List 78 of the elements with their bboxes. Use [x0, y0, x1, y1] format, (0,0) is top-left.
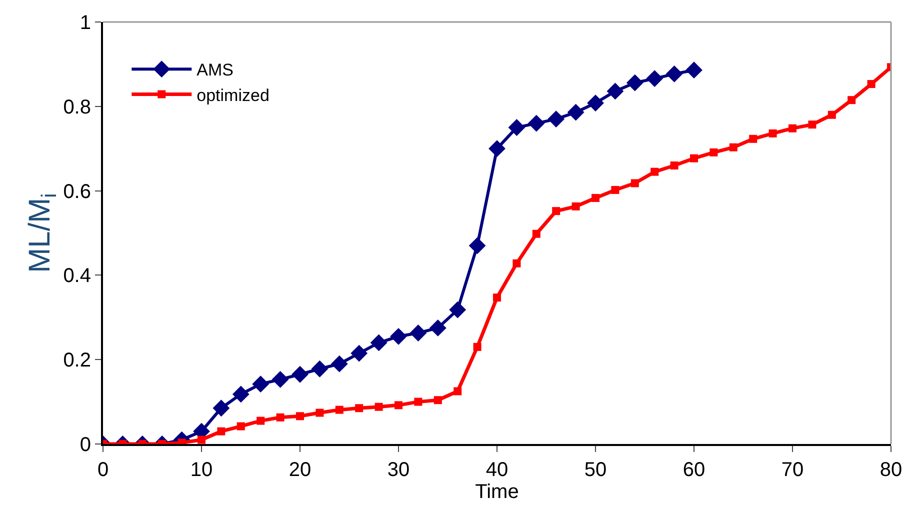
x-tick-label: 0 — [97, 459, 109, 481]
point — [493, 294, 501, 302]
point — [434, 396, 442, 404]
point — [686, 62, 702, 79]
point — [296, 412, 304, 420]
point — [867, 80, 876, 88]
point — [690, 154, 698, 162]
y-tick-label: 0.6 — [63, 180, 91, 203]
point — [630, 179, 639, 188]
point — [390, 328, 407, 345]
point — [749, 134, 758, 143]
point — [508, 119, 526, 136]
point — [670, 161, 678, 170]
point — [330, 355, 348, 372]
point — [552, 207, 560, 216]
y-tick-label: 0 — [80, 434, 91, 456]
point — [710, 148, 718, 156]
point — [335, 406, 344, 414]
point — [394, 401, 402, 410]
legend-label: AMS — [196, 60, 234, 80]
x-tick-label: 70 — [781, 459, 804, 481]
point — [587, 94, 604, 112]
point — [449, 301, 466, 318]
point — [454, 387, 462, 396]
point — [374, 402, 383, 411]
point — [606, 82, 624, 100]
point — [611, 186, 620, 194]
point — [370, 334, 388, 352]
point — [468, 237, 486, 254]
point — [350, 344, 368, 362]
point — [292, 366, 308, 383]
point — [848, 96, 856, 104]
point — [512, 259, 521, 268]
point — [548, 110, 565, 128]
point — [666, 65, 683, 82]
point — [567, 104, 584, 121]
y-tick-label: 0.8 — [63, 96, 91, 118]
point — [528, 114, 545, 132]
point — [788, 124, 796, 132]
point — [236, 422, 245, 430]
point — [626, 74, 644, 92]
x-tick-label: 20 — [288, 459, 312, 481]
point — [217, 427, 226, 436]
point — [272, 370, 289, 388]
point — [828, 110, 836, 119]
point — [256, 416, 265, 425]
legend-label: optimized — [196, 86, 270, 105]
point — [729, 143, 738, 152]
point — [592, 194, 600, 202]
point — [572, 202, 580, 210]
point — [768, 129, 777, 138]
point — [198, 436, 206, 444]
point — [808, 120, 816, 129]
x-tick-label: 50 — [584, 459, 607, 481]
point — [316, 408, 324, 417]
x-tick-label: 10 — [190, 459, 213, 481]
x-axis-title: Time — [475, 481, 519, 503]
point — [646, 70, 664, 87]
point — [212, 400, 230, 417]
point — [650, 168, 659, 176]
x-tick-label: 60 — [682, 459, 706, 481]
point — [410, 324, 427, 342]
x-tick-label: 30 — [387, 459, 410, 481]
point — [473, 342, 482, 351]
point — [252, 376, 270, 393]
x-tick-label: 40 — [486, 459, 508, 481]
x-tick-label: 80 — [880, 459, 902, 481]
point — [532, 230, 540, 238]
point — [414, 398, 422, 406]
point — [488, 140, 506, 158]
point — [276, 413, 284, 422]
point — [232, 386, 250, 403]
y-tick-label: 0.4 — [63, 265, 91, 288]
point — [355, 404, 364, 412]
y-tick-label: 1 — [80, 12, 91, 34]
point — [311, 360, 328, 378]
y-tick-label: 0.2 — [63, 350, 91, 372]
point — [429, 320, 446, 336]
